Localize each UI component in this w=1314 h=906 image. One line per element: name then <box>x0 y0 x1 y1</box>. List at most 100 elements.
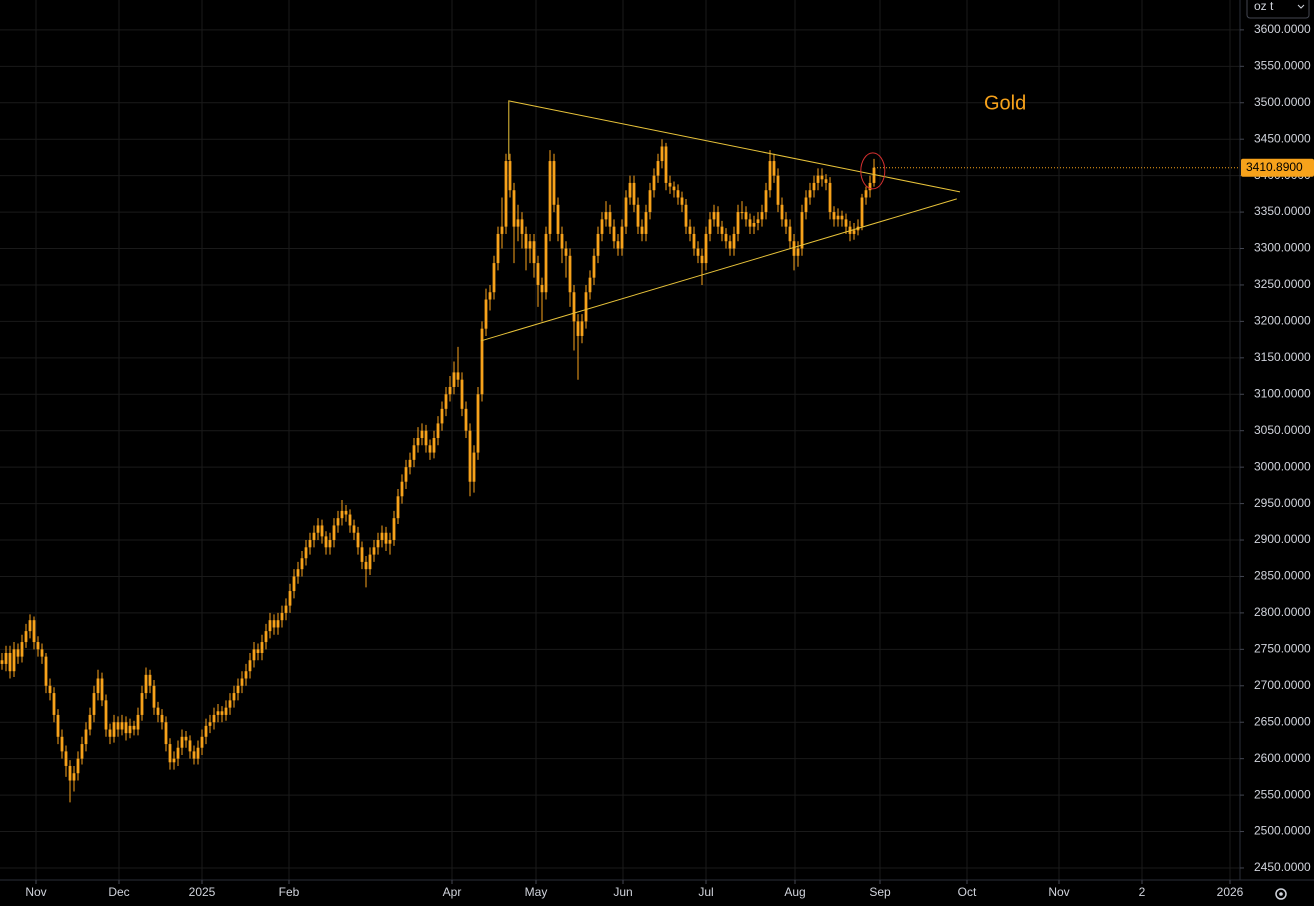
candle-body <box>516 219 520 227</box>
candle-body <box>264 631 268 643</box>
y-tick-label: 3000.0000 <box>1254 459 1311 473</box>
candle-body <box>308 540 312 548</box>
trendline <box>508 100 961 193</box>
candle-body <box>148 674 152 686</box>
candle-body <box>800 212 804 249</box>
candle-body <box>640 226 644 234</box>
candle-body <box>628 182 632 198</box>
candle-body <box>136 714 140 730</box>
candles <box>0 139 876 803</box>
candle-body <box>644 212 648 234</box>
candle-body <box>108 729 112 737</box>
candle-body <box>128 725 132 734</box>
candle-body <box>304 547 308 559</box>
candle-body <box>432 437 436 453</box>
candle-body <box>424 430 428 446</box>
settings-button[interactable] <box>1275 888 1287 900</box>
unit-label[interactable]: oz t <box>1254 0 1274 13</box>
dropdown-arrow[interactable] <box>1297 4 1305 9</box>
candle-body <box>28 620 32 632</box>
candle-body <box>652 175 656 191</box>
settings-icon[interactable] <box>1275 888 1287 900</box>
candle-body <box>420 430 424 438</box>
candle-body <box>648 190 652 213</box>
candle-body <box>464 408 468 431</box>
candle-body <box>792 241 796 256</box>
candle-body <box>780 204 784 220</box>
candle-body <box>252 649 256 661</box>
y-tick-label: 3100.0000 <box>1254 386 1311 400</box>
candle-body <box>84 729 88 745</box>
candle-body <box>376 540 380 548</box>
y-tick-label: 2900.0000 <box>1254 532 1311 546</box>
candle-body <box>228 700 232 708</box>
candle-body <box>864 190 868 198</box>
candle-body <box>180 736 184 748</box>
candle-body <box>196 747 200 759</box>
candle-body <box>520 219 524 234</box>
candle-body <box>568 255 572 293</box>
candle-body <box>512 190 516 227</box>
candle-body <box>500 226 504 234</box>
candle-body <box>696 248 700 256</box>
candle-body <box>496 233 500 264</box>
unit-selector[interactable]: oz t <box>1246 0 1310 19</box>
candle-body <box>836 215 840 220</box>
candle-body <box>0 660 4 664</box>
candle-body <box>360 547 364 562</box>
candle-body <box>44 656 48 686</box>
candle-body <box>320 525 324 537</box>
y-tick-label: 3200.0000 <box>1254 314 1311 328</box>
candle-body <box>104 700 108 730</box>
candle-body <box>24 631 28 643</box>
candle-body <box>324 536 328 548</box>
candle-body <box>480 328 484 395</box>
unit-box[interactable] <box>1246 0 1310 19</box>
candle-body <box>472 452 476 482</box>
candle-body <box>528 241 532 249</box>
candle-body <box>580 321 584 336</box>
candle-body <box>484 299 488 329</box>
candle-body <box>60 736 64 752</box>
candle-body <box>428 445 432 453</box>
candle-body <box>288 591 292 606</box>
y-tick-label: 3150.0000 <box>1254 350 1311 364</box>
candle-body <box>64 751 68 766</box>
candle-body <box>340 510 344 519</box>
candle-body <box>172 758 176 763</box>
y-tick-label: 2850.0000 <box>1254 569 1311 583</box>
candle-body <box>632 182 636 205</box>
candle-body <box>596 233 600 256</box>
x-tick-label: 2026 <box>1217 885 1244 899</box>
candle-body <box>724 233 728 242</box>
candle-body <box>400 481 404 497</box>
candle-body <box>764 190 768 213</box>
candle-body <box>820 175 824 180</box>
candle-body <box>788 226 792 242</box>
candle-body <box>716 212 720 227</box>
candle-body <box>444 394 448 409</box>
candle-body <box>72 773 76 781</box>
candle-body <box>356 532 360 548</box>
candle-body <box>216 711 220 715</box>
settings-icon-center[interactable] <box>1279 892 1283 896</box>
candle-body <box>448 386 452 395</box>
candle-body <box>524 233 528 249</box>
y-tick-label: 3050.0000 <box>1254 423 1311 437</box>
candle-body <box>624 197 628 227</box>
candle-body <box>236 685 240 694</box>
candle-body <box>364 561 368 570</box>
candle-body <box>536 263 540 285</box>
candle-body <box>680 197 684 205</box>
x-tick-label: 2 <box>1139 885 1146 899</box>
candle-body <box>852 230 856 234</box>
x-tick-label: Jun <box>613 885 632 899</box>
candle-body <box>452 372 456 387</box>
candle-body <box>712 212 716 220</box>
candle-body <box>80 744 84 759</box>
candle-body <box>656 161 660 176</box>
candle-body <box>328 540 332 548</box>
candle-body <box>768 161 772 191</box>
candle-body <box>372 547 376 555</box>
candle-body <box>152 685 156 708</box>
